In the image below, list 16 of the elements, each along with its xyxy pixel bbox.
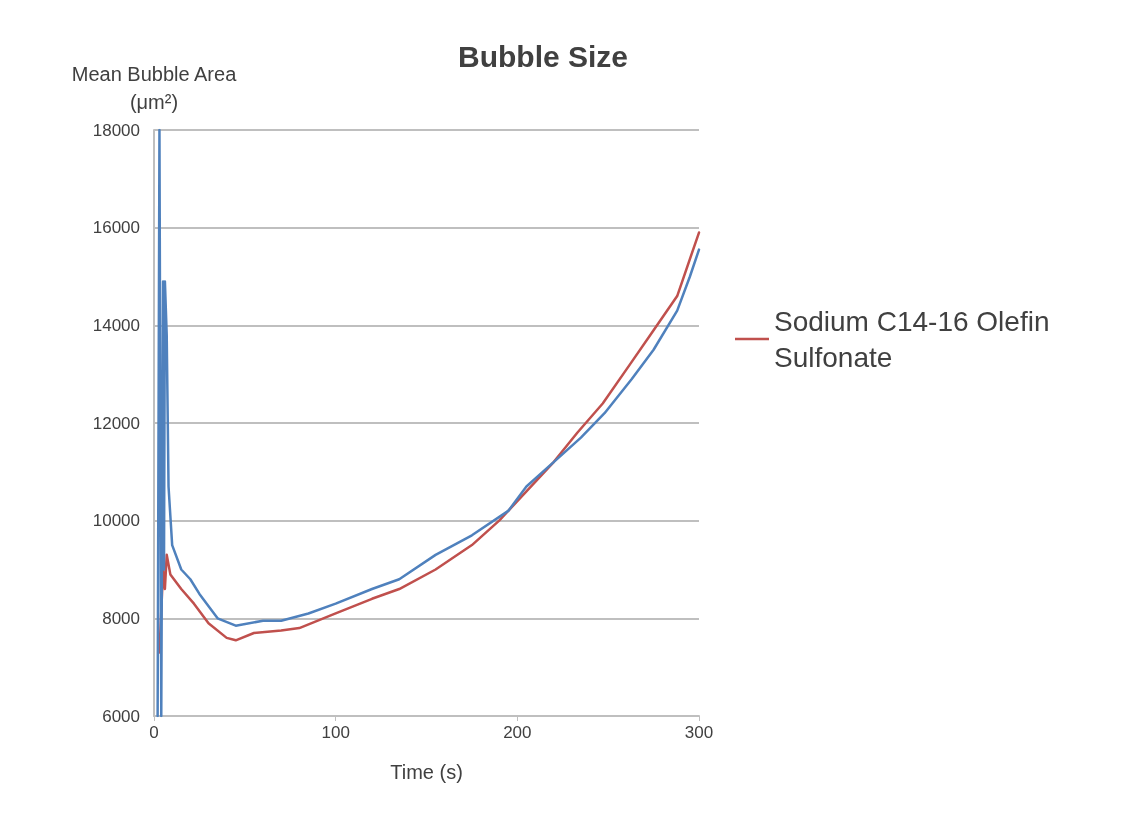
y-tick-label: 12000 (92, 413, 140, 433)
line-series (156, 128, 701, 718)
y-tick-label: 18000 (92, 120, 140, 140)
x-axis-title: Time (s) (390, 761, 463, 783)
x-tick-label: 200 (503, 723, 532, 742)
chart-title: Bubble Size (457, 39, 629, 73)
x-tick-label: 0 (149, 723, 159, 742)
y-tick-label: 16000 (92, 218, 140, 238)
y-tick-label: 10000 (92, 511, 140, 531)
legend-label: Sodium C14-16 Olefin Sulfonate (774, 305, 1050, 373)
y-tick-label: 14000 (92, 315, 140, 335)
x-tick-label: 100 (321, 723, 350, 742)
x-tick-label: 300 (684, 723, 714, 742)
y-tick-label: 6000 (102, 706, 140, 726)
y-tick-label: 8000 (102, 608, 140, 628)
y-axis-title: Mean Bubble Area (μm²) (71, 63, 238, 113)
